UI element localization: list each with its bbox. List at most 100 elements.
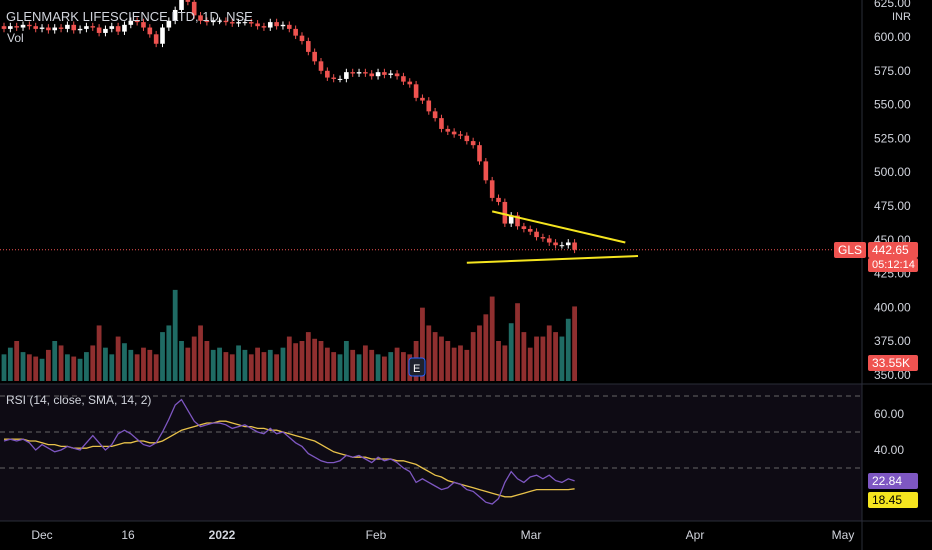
volume-bar	[432, 332, 438, 381]
candle-body	[546, 238, 552, 243]
candle-body	[553, 242, 558, 246]
volume-bar	[141, 347, 146, 381]
candle-body	[185, 0, 191, 2]
candle-body	[502, 201, 508, 224]
volume-bar	[318, 341, 324, 381]
volume-bar	[388, 352, 394, 381]
price-tick-label: 350.00	[874, 368, 911, 382]
rsi-tick-label: 40.00	[874, 443, 904, 457]
last-price-badge: 442.65	[868, 242, 918, 258]
price-tick-label: 575.00	[874, 64, 911, 78]
rsi-pane	[0, 384, 862, 521]
candle-body	[179, 0, 184, 10]
volume-bar	[1, 354, 7, 381]
volume-bar	[39, 358, 45, 381]
trendline	[491, 210, 626, 244]
volume-bar	[242, 349, 248, 381]
volume-bar	[71, 356, 77, 381]
candle-body	[153, 34, 159, 44]
candle-body	[344, 72, 349, 79]
volume-bar	[356, 354, 362, 381]
volume-bar	[464, 349, 470, 381]
candle-body	[521, 226, 527, 229]
candle-body	[217, 20, 222, 22]
countdown-badge: 05:12:14	[868, 258, 918, 272]
candle-body	[293, 28, 298, 36]
rsi-tick-label: 60.00	[874, 407, 904, 421]
candle-body	[122, 24, 127, 32]
candle-body	[128, 20, 134, 25]
volume-bar	[420, 307, 425, 381]
candle-body	[242, 22, 248, 24]
candle-body	[33, 26, 38, 29]
candle-body	[375, 72, 381, 77]
volume-bar	[546, 325, 552, 381]
candle-body	[394, 73, 400, 77]
volume-bar	[217, 347, 222, 381]
volume-bar	[58, 345, 64, 381]
volume-badge: 33.55K	[868, 355, 918, 371]
candle-body	[77, 28, 83, 31]
volume-bar	[331, 352, 337, 381]
candle-body	[109, 26, 115, 29]
volume-bar	[508, 323, 514, 381]
volume-bar	[172, 289, 178, 381]
candle-body	[52, 27, 58, 31]
candle-body	[331, 77, 336, 79]
price-tick-label: 500.00	[874, 165, 911, 179]
candle-body	[261, 26, 267, 28]
volume-bar	[210, 349, 216, 381]
candle-body	[540, 237, 546, 239]
volume-bar	[540, 336, 546, 381]
volume-bar	[286, 336, 292, 381]
candle-body	[280, 24, 286, 27]
candle-body	[274, 22, 279, 27]
volume-bar	[280, 347, 286, 381]
volume-bar	[26, 354, 32, 381]
volume-bar	[382, 356, 387, 381]
currency-label: INR	[892, 11, 911, 23]
candle-body	[407, 81, 413, 85]
candle-body	[325, 70, 330, 78]
time-tick-label: Mar	[521, 528, 542, 542]
candle-body	[191, 1, 197, 16]
candle-body	[496, 197, 501, 202]
volume-bar	[223, 352, 229, 381]
volume-bar	[439, 336, 444, 381]
volume-bar	[458, 345, 463, 381]
volume-bar	[274, 354, 280, 381]
candle-body	[236, 22, 241, 24]
volume-bar	[109, 354, 115, 381]
volume-bar	[236, 345, 241, 381]
candle-body	[350, 72, 355, 74]
volume-bar	[153, 354, 159, 381]
candle-body	[306, 41, 311, 52]
candle-body	[267, 22, 273, 28]
volume-bar	[299, 341, 305, 381]
volume-bar	[553, 332, 558, 381]
rsi-sma-line	[4, 420, 575, 498]
candle-body	[489, 180, 495, 198]
volume-bar	[451, 347, 457, 381]
volume-bar	[84, 352, 89, 381]
candle-body	[96, 27, 102, 33]
volume-bar	[502, 345, 508, 381]
candle-body	[223, 20, 229, 23]
volume-bar	[166, 325, 172, 381]
candle-body	[27, 24, 32, 27]
time-tick-label: 2022	[209, 528, 236, 542]
volume-bar	[445, 341, 451, 381]
volume-bar	[261, 352, 267, 381]
volume-bar	[369, 349, 375, 381]
candle-body	[90, 26, 96, 28]
volume-bar	[483, 314, 489, 381]
volume-bar	[33, 356, 39, 381]
volume-bar	[337, 354, 343, 381]
volume-bar	[489, 296, 495, 381]
candle-body	[287, 24, 292, 29]
candle-body	[470, 141, 476, 146]
volume-bar	[147, 349, 153, 381]
candle-body	[413, 84, 419, 98]
candle-body	[445, 128, 451, 132]
